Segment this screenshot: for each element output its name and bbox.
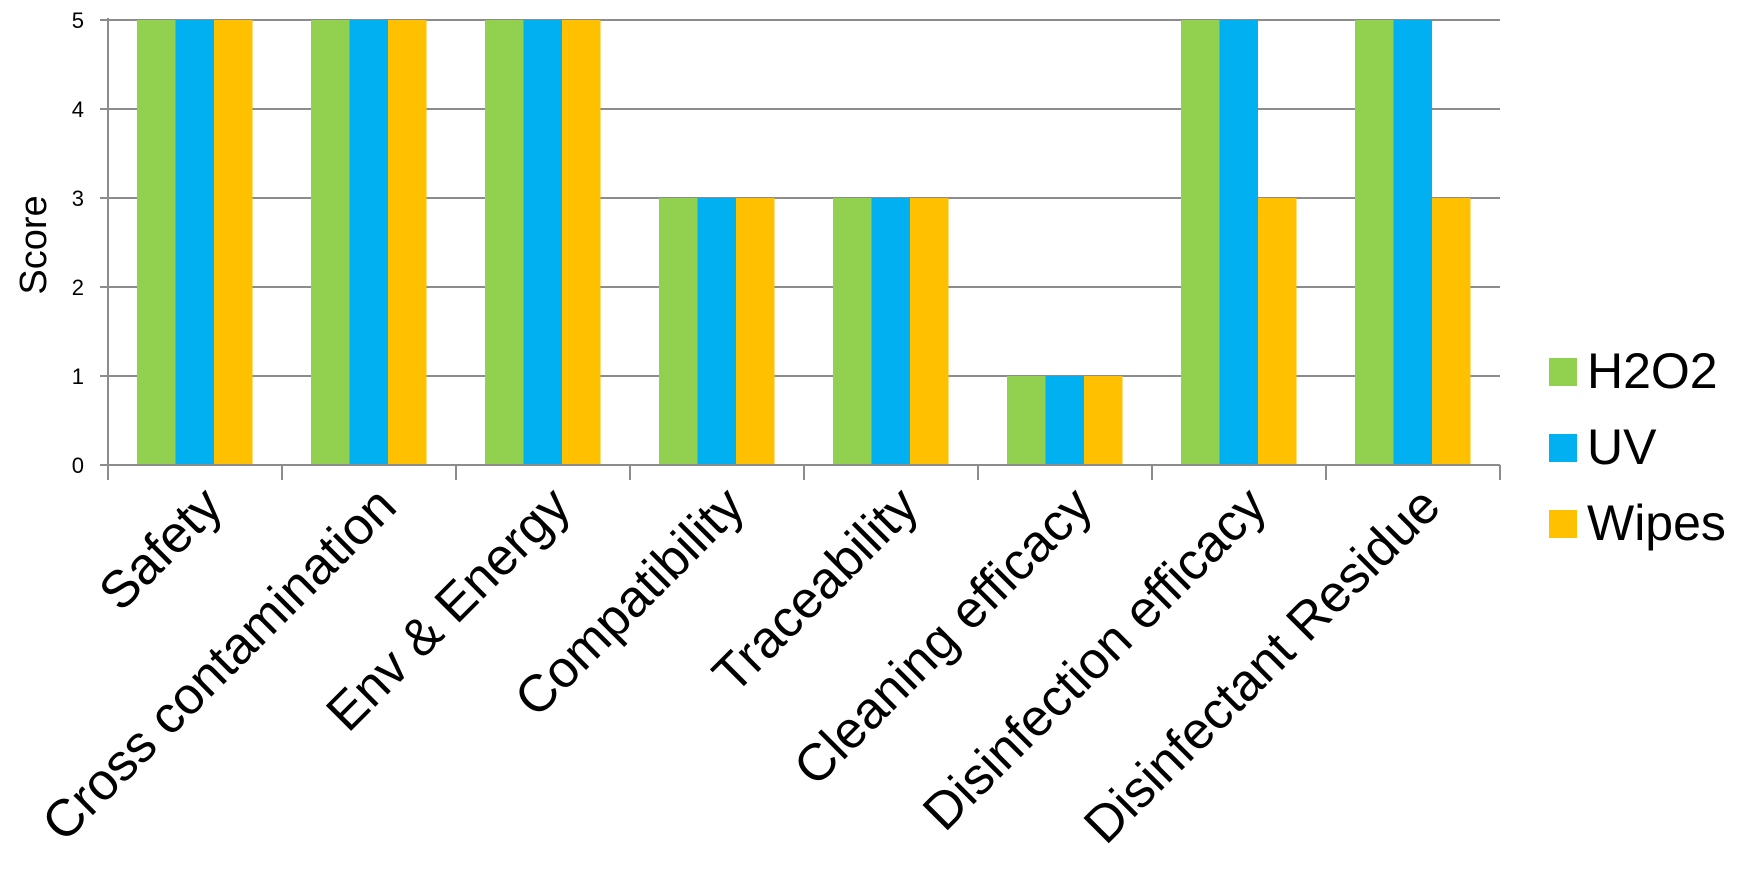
bar-h2o2-6 [1007, 376, 1046, 465]
bar-wipes-6 [1084, 376, 1123, 465]
legend: H2O2 UV Wipes [1549, 343, 1726, 551]
bar-h2o2-1 [137, 20, 176, 465]
y-tick-label: 2 [72, 275, 84, 300]
legend-label-h2o2: H2O2 [1587, 343, 1718, 399]
legend-swatch-uv [1549, 434, 1577, 462]
bar-uv-2 [350, 20, 389, 465]
bar-wipes-4 [736, 198, 775, 465]
bar-wipes-8 [1432, 198, 1471, 465]
legend-swatch-wipes [1549, 510, 1577, 538]
legend-label-wipes: Wipes [1587, 495, 1726, 551]
bar-wipes-3 [562, 20, 601, 465]
legend-swatch-h2o2 [1549, 358, 1577, 386]
y-tick-label: 4 [72, 97, 84, 122]
bars [137, 20, 1471, 465]
bar-h2o2-4 [659, 198, 698, 465]
bar-uv-6 [1046, 376, 1085, 465]
bar-h2o2-2 [311, 20, 350, 465]
bar-h2o2-5 [833, 198, 872, 465]
bar-uv-7 [1220, 20, 1259, 465]
y-tick-label: 0 [72, 453, 84, 478]
bar-uv-1 [176, 20, 215, 465]
bar-uv-5 [872, 198, 911, 465]
y-tick-label: 1 [72, 364, 84, 389]
bar-wipes-1 [214, 20, 253, 465]
bar-h2o2-7 [1181, 20, 1220, 465]
bar-wipes-2 [388, 20, 427, 465]
y-axis-label: Score [13, 195, 55, 294]
x-tick-label: Disinfectant Residue [1073, 476, 1451, 854]
y-tick-label: 3 [72, 186, 84, 211]
bar-h2o2-3 [485, 20, 524, 465]
legend-label-uv: UV [1587, 419, 1657, 475]
y-tick-labels: 0 1 2 3 4 5 [72, 8, 84, 478]
bar-h2o2-8 [1355, 20, 1394, 465]
x-tick-label: Safety [88, 476, 233, 621]
x-tick-label: Disinfection efficacy [912, 476, 1277, 841]
bar-wipes-5 [910, 198, 949, 465]
y-tick-label: 5 [72, 8, 84, 33]
bar-uv-4 [698, 198, 737, 465]
x-tick-label: Cleaning efficacy [783, 476, 1103, 796]
bar-wipes-7 [1258, 198, 1297, 465]
bar-uv-8 [1394, 20, 1433, 465]
bar-uv-3 [524, 20, 563, 465]
